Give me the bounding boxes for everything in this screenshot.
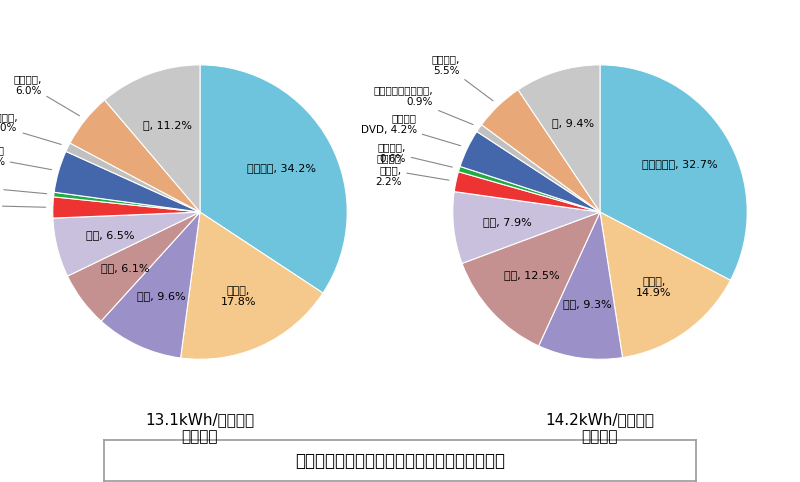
Text: エアコン, 34.2%: エアコン, 34.2% — [247, 163, 316, 173]
Text: 洗濯機・
乾燥機,
2.2%: 洗濯機・ 乾燥機, 2.2% — [374, 153, 449, 187]
Wedge shape — [458, 166, 600, 212]
Wedge shape — [600, 65, 747, 280]
Text: 給湯, 12.5%: 給湯, 12.5% — [504, 270, 560, 280]
Text: テレビ・
DVD, 4.6%: テレビ・ DVD, 4.6% — [0, 145, 51, 170]
Wedge shape — [105, 65, 200, 212]
Wedge shape — [460, 132, 600, 212]
Wedge shape — [181, 212, 323, 359]
Text: 家庭における家電製品の一日での電力消費割合: 家庭における家電製品の一日での電力消費割合 — [295, 452, 505, 469]
Text: 待機電力,
5.5%: 待機電力, 5.5% — [431, 54, 493, 101]
Wedge shape — [53, 197, 200, 218]
Text: 冷蔵庫,
17.8%: 冷蔵庫, 17.8% — [221, 286, 256, 307]
Text: 給湯, 6.1%: 給湯, 6.1% — [102, 263, 150, 273]
Wedge shape — [600, 212, 730, 358]
Text: 冷蔵庫,
14.9%: 冷蔵庫, 14.9% — [636, 277, 672, 298]
Text: 他, 9.4%: 他, 9.4% — [552, 119, 594, 128]
Text: 照明, 9.6%: 照明, 9.6% — [137, 291, 186, 301]
Wedge shape — [477, 125, 600, 212]
Wedge shape — [538, 212, 622, 359]
Text: 14.2kWh/世帯・日
（冬季）: 14.2kWh/世帯・日 （冬季） — [546, 412, 654, 444]
Text: 洗濯機・
乾燥機,
2.3%: 洗濯機・ 乾燥機, 2.3% — [0, 189, 46, 222]
Text: 炊事, 7.9%: 炊事, 7.9% — [483, 217, 532, 227]
Text: 13.1kWh/世帯・日
（夏季）: 13.1kWh/世帯・日 （夏季） — [146, 412, 254, 444]
Text: エアコン等, 32.7%: エアコン等, 32.7% — [642, 159, 717, 169]
Text: 炊事, 6.5%: 炊事, 6.5% — [86, 229, 134, 240]
Text: 温水便座,
0.6%: 温水便座, 0.6% — [378, 142, 452, 167]
Text: 温水便座,
0.5%: 温水便座, 0.5% — [0, 177, 46, 199]
Wedge shape — [454, 172, 600, 212]
Wedge shape — [200, 65, 347, 293]
Text: テレビ・
DVD, 4.2%: テレビ・ DVD, 4.2% — [361, 113, 461, 146]
Wedge shape — [54, 151, 200, 212]
Wedge shape — [101, 212, 200, 358]
Wedge shape — [70, 100, 200, 212]
Wedge shape — [53, 212, 200, 276]
Wedge shape — [518, 65, 600, 212]
Wedge shape — [462, 212, 600, 346]
Wedge shape — [54, 192, 200, 212]
Text: 他, 11.2%: 他, 11.2% — [143, 120, 193, 130]
Wedge shape — [482, 90, 600, 212]
Text: パソコン・ルーター,
0.9%: パソコン・ルーター, 0.9% — [374, 85, 473, 124]
Text: 照明, 9.3%: 照明, 9.3% — [563, 299, 611, 309]
Wedge shape — [453, 191, 600, 263]
Wedge shape — [67, 212, 200, 321]
Text: 待機電力,
6.0%: 待機電力, 6.0% — [14, 74, 79, 116]
Wedge shape — [66, 143, 200, 212]
Text: パソコン・ルーター,
1.0%: パソコン・ルーター, 1.0% — [0, 112, 62, 145]
